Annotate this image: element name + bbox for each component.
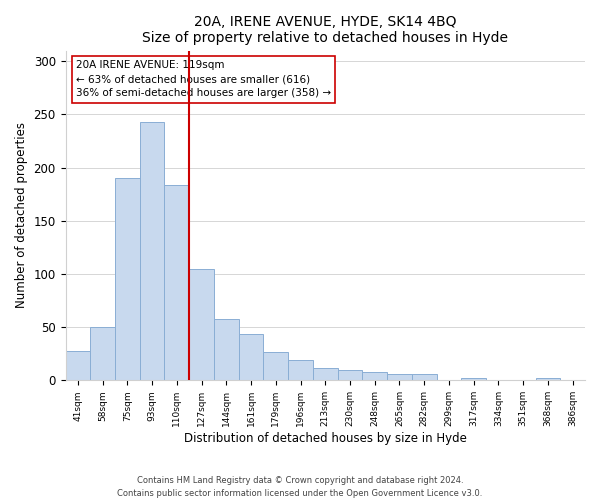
Bar xyxy=(387,374,412,380)
Y-axis label: Number of detached properties: Number of detached properties xyxy=(15,122,28,308)
Text: Contains HM Land Registry data © Crown copyright and database right 2024.
Contai: Contains HM Land Registry data © Crown c… xyxy=(118,476,482,498)
Bar xyxy=(164,184,189,380)
Text: 20A IRENE AVENUE: 119sqm
← 63% of detached houses are smaller (616)
36% of semi-: 20A IRENE AVENUE: 119sqm ← 63% of detach… xyxy=(76,60,331,98)
Bar xyxy=(65,350,90,380)
Bar xyxy=(214,318,239,380)
Bar xyxy=(140,122,164,380)
Bar xyxy=(338,370,362,380)
Bar xyxy=(461,378,486,380)
X-axis label: Distribution of detached houses by size in Hyde: Distribution of detached houses by size … xyxy=(184,432,467,445)
Bar xyxy=(263,352,288,380)
Bar xyxy=(115,178,140,380)
Bar xyxy=(536,378,560,380)
Bar xyxy=(90,327,115,380)
Bar xyxy=(189,268,214,380)
Bar xyxy=(288,360,313,380)
Title: 20A, IRENE AVENUE, HYDE, SK14 4BQ
Size of property relative to detached houses i: 20A, IRENE AVENUE, HYDE, SK14 4BQ Size o… xyxy=(142,15,508,45)
Bar xyxy=(362,372,387,380)
Bar xyxy=(412,374,437,380)
Bar xyxy=(239,334,263,380)
Bar xyxy=(313,368,338,380)
